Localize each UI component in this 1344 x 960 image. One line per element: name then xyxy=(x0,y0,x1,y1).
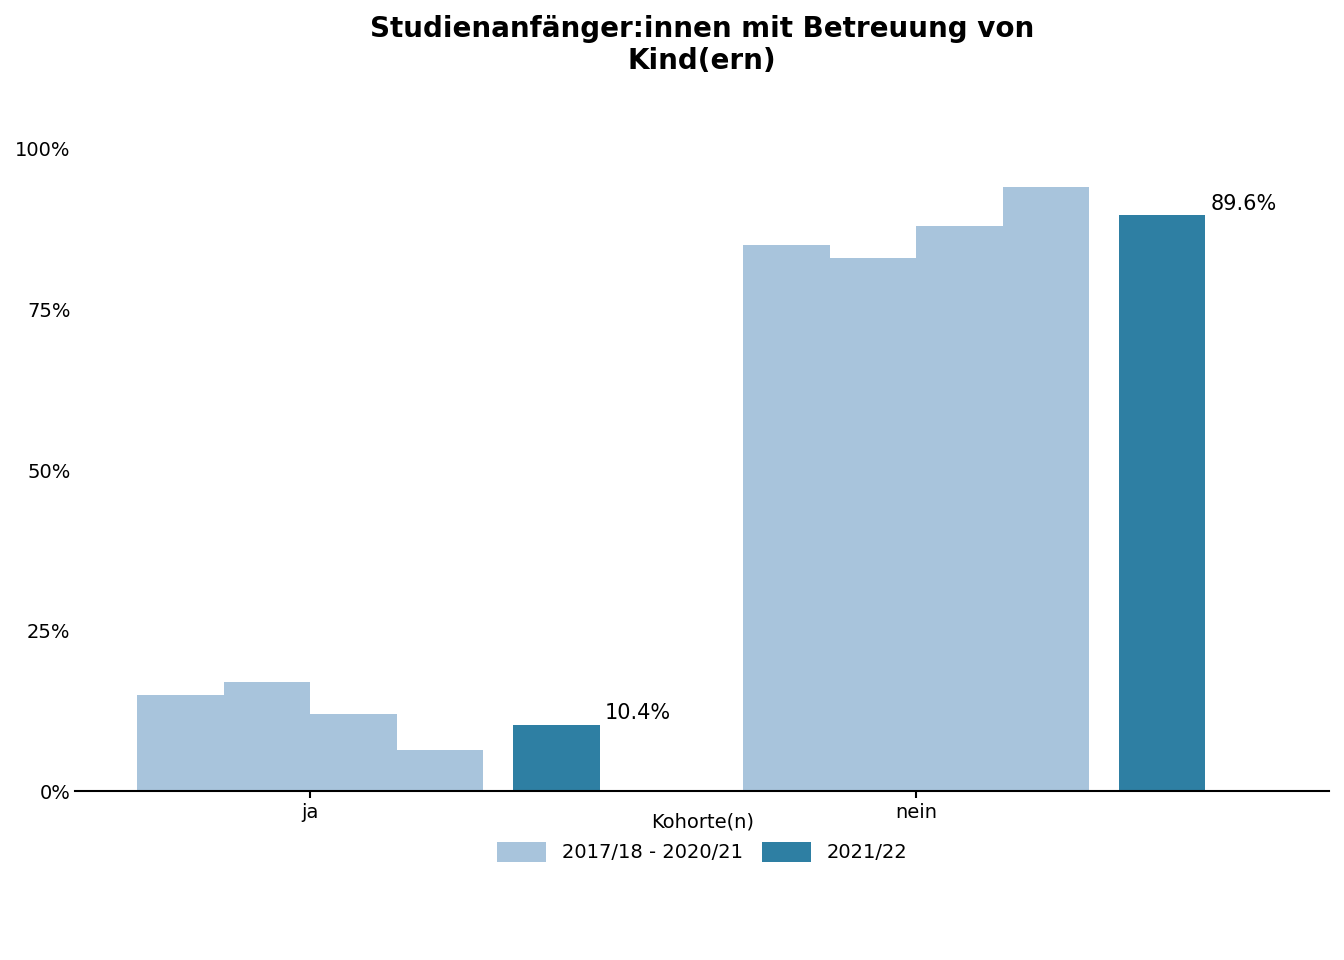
Bar xyxy=(310,714,396,791)
Bar xyxy=(396,750,484,791)
Bar xyxy=(137,695,223,791)
Text: 89.6%: 89.6% xyxy=(1211,194,1277,213)
Bar xyxy=(1003,187,1089,791)
Bar xyxy=(1118,215,1206,791)
Bar xyxy=(829,258,917,791)
Bar xyxy=(743,245,829,791)
Legend: 2017/18 - 2020/21, 2021/22: 2017/18 - 2020/21, 2021/22 xyxy=(488,804,917,872)
Bar xyxy=(917,226,1003,791)
Text: 10.4%: 10.4% xyxy=(605,703,671,723)
Bar xyxy=(513,725,599,791)
Title: Studienanfänger:innen mit Betreuung von
Kind(ern): Studienanfänger:innen mit Betreuung von … xyxy=(370,15,1035,76)
Bar xyxy=(223,683,310,791)
